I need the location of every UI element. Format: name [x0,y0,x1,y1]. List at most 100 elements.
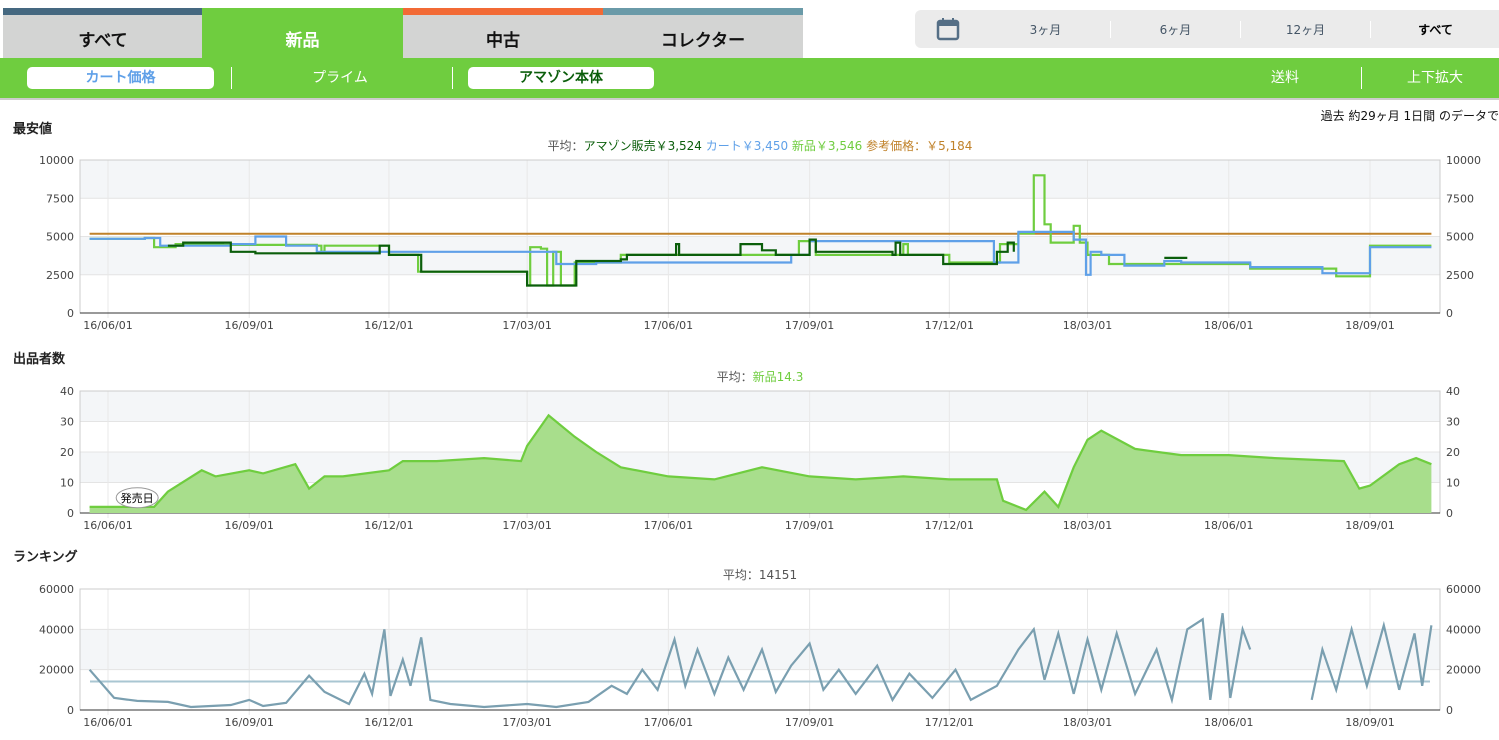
x-tick-label: 17/03/01 [502,519,551,532]
legend-prefix: 平均： [723,568,759,582]
tab-label: 中古 [486,30,520,51]
x-tick-label: 18/09/01 [1345,319,1394,332]
x-tick-label: 16/09/01 [225,519,274,532]
cart-price-toggle[interactable]: カート価格 [27,67,214,89]
legend-reference: 参考価格：￥5,184 [862,138,972,153]
chart-legend: 平均：14151 [723,568,797,582]
rank-chart-title: ランキング [13,550,78,565]
x-tick-label: 18/06/01 [1204,319,1253,332]
y-tick-label: 10000 [39,154,74,167]
x-tick-label: 17/09/01 [785,319,834,332]
data-period-note: 過去 約29ヶ月 1日間 のデータで [1320,109,1499,123]
x-tick-label: 17/03/01 [502,716,551,729]
x-tick-label: 18/03/01 [1063,519,1112,532]
grid-band [80,629,1440,670]
release-date-label: 発売日 [121,491,154,505]
x-tick-label: 17/06/01 [644,716,693,729]
area-fill [89,415,1432,513]
y-tick-label: 2500 [46,269,74,282]
tab-label: コレクター [660,30,746,51]
legend-average: 14151 [759,568,797,582]
series-rank [1310,620,1433,701]
range-all[interactable]: すべて [1370,20,1499,38]
divider [452,67,453,89]
y-tick-label: 10 [60,477,74,490]
y-tick-label: 0 [67,307,74,320]
vertical-zoom-toggle[interactable]: 上下拡大 [1407,70,1463,86]
chart-1: 0 0 10 10 20 20 30 30 40 40 16/06/01 16/09/01 16/12/… [60,369,1460,532]
y-tick-label: 60000 [39,583,74,596]
legend-amazon: アマゾン販売￥3,524 [584,138,702,153]
divider [231,67,232,89]
y-tick-label: 40 [60,385,74,398]
x-tick-label: 17/09/01 [785,519,834,532]
grid-band [80,160,1440,199]
shipping-toggle[interactable]: 送料 [1271,70,1299,86]
x-tick-label: 18/03/01 [1063,716,1112,729]
tab-all[interactable]: すべて [3,8,203,58]
x-tick-label: 18/06/01 [1204,716,1253,729]
x-tick-label: 16/06/01 [83,716,132,729]
tab-label: すべて [78,30,128,51]
y-tick-label: 0 [67,507,74,520]
y-tick-label: 2500 [1446,269,1474,282]
tab-color-bar [403,8,603,15]
y-tick-label: 5000 [46,231,74,244]
series-cart [89,230,1432,276]
tab-label: 新品 [285,30,320,51]
tab-color-bar [3,8,203,15]
legend-cart: カート￥3,450 [702,139,788,153]
y-tick-label: 20 [1446,446,1460,459]
y-tick-label: 5000 [1446,231,1474,244]
y-tick-label: 30 [60,416,74,429]
time-range-selector: 3ヶ月 6ヶ月 12ヶ月 すべて [915,10,1499,48]
legend-prefix: 平均： [548,139,584,153]
filter-bar: カート価格 プライム アマゾン本体 送料 上下拡大 [0,58,1499,100]
series-rank [88,613,1252,709]
chart-2: 0 0 20000 20000 40000 40000 60000 60000 16/06/01… [39,568,1481,729]
price-chart-title: 最安値 [13,122,53,137]
y-tick-label: 20 [60,446,74,459]
divider [1361,67,1362,89]
legend-prefix: 平均： [717,370,753,384]
tab-used[interactable]: 中古 [403,8,603,58]
range-3-months[interactable]: 3ヶ月 [1029,22,1062,37]
range-6-months[interactable]: 6ヶ月 [1110,20,1240,38]
x-tick-label: 17/09/01 [785,716,834,729]
tab-collector[interactable]: コレクター [603,8,803,58]
legend-new: 新品￥3,546 [788,138,862,153]
x-tick-label: 16/06/01 [83,519,132,532]
x-tick-label: 18/06/01 [1204,519,1253,532]
prime-toggle[interactable]: プライム [312,70,368,86]
y-tick-label: 0 [67,704,74,717]
y-tick-label: 0 [1446,704,1453,717]
y-tick-label: 60000 [1446,583,1481,596]
y-tick-label: 7500 [1446,192,1474,205]
chart-legend: 平均：新品14.3 [717,369,804,384]
amazon-toggle[interactable]: アマゾン本体 [468,67,654,89]
x-tick-label: 18/09/01 [1345,716,1394,729]
chart-0: 0 0 2500 2500 5000 5000 7500 7500 10000 10000 16/0… [39,138,1481,332]
tab-color-bar [603,8,803,15]
x-tick-label: 17/12/01 [925,319,974,332]
y-tick-label: 20000 [39,664,74,677]
y-tick-label: 7500 [46,192,74,205]
x-tick-label: 16/09/01 [225,319,274,332]
x-tick-label: 16/12/01 [364,716,413,729]
x-tick-label: 16/06/01 [83,319,132,332]
grid-band [80,391,1440,422]
tab-new[interactable]: 新品 [202,8,403,58]
x-tick-label: 16/09/01 [225,716,274,729]
x-tick-label: 17/12/01 [925,716,974,729]
y-tick-label: 0 [1446,307,1453,320]
y-tick-label: 40 [1446,385,1460,398]
y-tick-label: 20000 [1446,664,1481,677]
y-tick-label: 30 [1446,416,1460,429]
x-tick-label: 17/06/01 [644,519,693,532]
y-tick-label: 10 [1446,477,1460,490]
series-amazon [167,238,1015,287]
range-12-months[interactable]: 12ヶ月 [1240,20,1370,38]
release-date-marker [115,487,159,509]
legend-new: 新品14.3 [753,369,804,384]
